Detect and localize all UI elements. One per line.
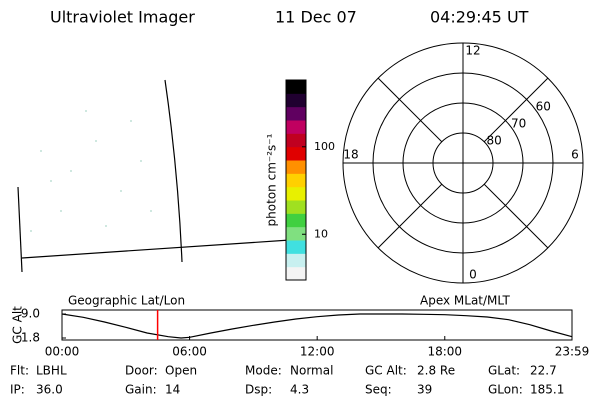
x-tick-label: 23:59 — [555, 345, 590, 359]
polar-spoke — [483, 77, 549, 143]
info-value: Normal — [290, 364, 333, 378]
mlt-label: 18 — [343, 148, 358, 162]
color-segment — [286, 106, 306, 121]
color-segment — [286, 240, 306, 254]
info-value: 39 — [417, 383, 432, 397]
plot-frame — [61, 309, 573, 341]
polar-spoke — [377, 183, 443, 249]
x-tick-label: 06:00 — [172, 345, 207, 359]
grid-curve — [17, 186, 23, 273]
grid-curve — [164, 79, 183, 263]
color-segment — [286, 120, 306, 134]
date: 11 Dec 07 — [275, 8, 357, 27]
color-segment — [286, 253, 306, 268]
polar-spoke — [483, 183, 549, 249]
ring-label: 70 — [511, 116, 526, 130]
info-value: 185.1 — [530, 383, 564, 397]
color-segment — [286, 146, 306, 161]
mlt-label: 6 — [571, 148, 579, 162]
y-tick-label: 1.8 — [21, 331, 40, 345]
colorbar-tick-label: 10 — [314, 227, 328, 240]
x-tick-label: 12:00 — [300, 345, 335, 359]
x-tick-label: 18:00 — [427, 345, 462, 359]
info-value: 4.3 — [290, 383, 309, 397]
color-segment — [286, 186, 306, 201]
info-value: Open — [165, 364, 197, 378]
info-value: 2.8 Re — [417, 364, 455, 378]
info-label: GC Alt: — [365, 364, 407, 378]
colorbar-tick-label: 100 — [314, 140, 335, 153]
grid-curve — [21, 239, 291, 259]
color-segment — [286, 160, 306, 174]
image-label: Geographic Lat/Lon — [68, 294, 185, 308]
info-value: 14 — [165, 383, 180, 397]
info-label: Door: — [125, 364, 158, 378]
info-value: LBHL — [36, 364, 67, 378]
ring-label: 80 — [486, 134, 501, 148]
y-axis-label: GC Alt — [11, 306, 25, 344]
info-label: Flt: — [10, 364, 29, 378]
info-label: GLat: — [488, 364, 520, 378]
colorbar-frame — [285, 79, 307, 281]
color-segment — [286, 173, 306, 188]
polar-label: Apex MLat/MLT — [420, 294, 510, 308]
info-label: Gain: — [125, 383, 157, 397]
color-segment — [286, 226, 306, 241]
colorbar-label: photon cm⁻²s⁻¹ — [265, 133, 279, 226]
info-label: GLon: — [488, 383, 523, 397]
info-label: Mode: — [245, 364, 282, 378]
title: Ultraviolet Imager — [50, 8, 195, 27]
color-segment — [286, 266, 306, 281]
info-label: Seq: — [365, 383, 392, 397]
speckle — [30, 110, 152, 232]
mlt-label: 12 — [465, 44, 480, 58]
info-value: 36.0 — [36, 383, 63, 397]
info-label: IP: — [10, 383, 25, 397]
color-segment — [286, 133, 306, 148]
y-tick-label: 9.0 — [21, 307, 40, 321]
info-value: 22.7 — [530, 364, 557, 378]
color-segment — [286, 80, 306, 94]
mlt-label: 0 — [469, 268, 477, 282]
color-segment — [286, 93, 306, 108]
time: 04:29:45 UT — [430, 8, 529, 27]
x-tick-label: 00:00 — [45, 345, 80, 359]
altitude-line — [61, 313, 573, 339]
polar-spoke — [377, 77, 443, 143]
ring-label: 60 — [536, 99, 551, 113]
color-segment — [286, 213, 306, 228]
image-panel — [17, 79, 291, 273]
info-label: Dsp: — [245, 383, 272, 397]
color-segment — [286, 200, 306, 214]
